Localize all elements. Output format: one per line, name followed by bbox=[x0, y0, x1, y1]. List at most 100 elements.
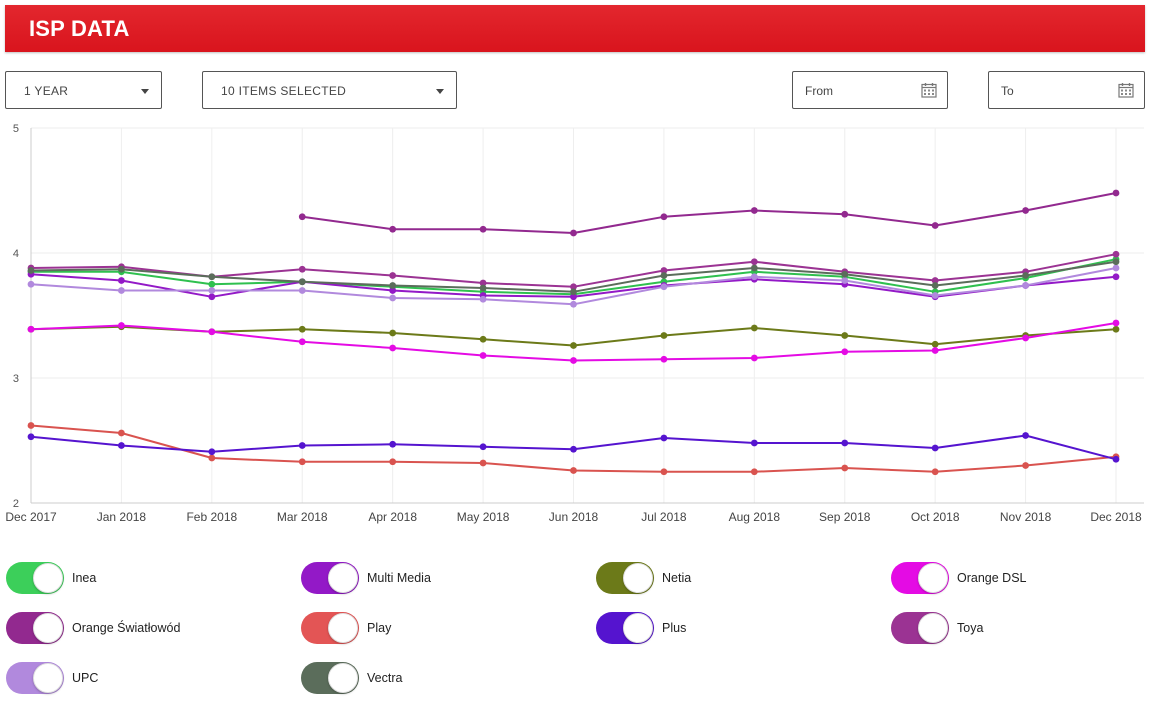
data-point-play bbox=[750, 468, 758, 476]
toggle-switch[interactable] bbox=[891, 612, 949, 644]
data-point-netia bbox=[389, 329, 397, 337]
legend-toggle-toya[interactable]: Toya bbox=[891, 612, 1131, 646]
calendar-icon[interactable] bbox=[921, 82, 937, 98]
data-point-orange-dsl bbox=[841, 348, 849, 356]
legend-label: Multi Media bbox=[367, 571, 431, 585]
page-title: ISP DATA bbox=[29, 16, 130, 41]
legend-toggle-play[interactable]: Play bbox=[301, 612, 541, 646]
data-point-plus bbox=[298, 442, 306, 449]
data-point-netia bbox=[841, 332, 849, 339]
x-tick-label: Jan 2018 bbox=[97, 510, 147, 524]
y-tick-label: 3 bbox=[13, 373, 19, 385]
data-point-vectra bbox=[389, 282, 397, 289]
data-point-vectra bbox=[1112, 258, 1120, 266]
legend-toggle-upc[interactable]: UPC bbox=[6, 662, 246, 696]
toggle-knob bbox=[623, 613, 653, 643]
data-point-toya bbox=[1112, 250, 1120, 258]
data-point-toya bbox=[931, 277, 939, 284]
items-select-value: 10 ITEMS SELECTED bbox=[221, 84, 347, 98]
toggle-knob bbox=[328, 663, 358, 693]
data-point-netia bbox=[660, 332, 668, 339]
data-point-multi-media bbox=[570, 293, 577, 301]
data-point-orange-wiat-ow-d bbox=[389, 225, 397, 233]
data-point-vectra bbox=[27, 267, 35, 274]
data-point-orange-dsl bbox=[118, 322, 125, 329]
toggle-switch[interactable] bbox=[6, 612, 64, 644]
data-point-orange-wiat-ow-d bbox=[1112, 189, 1120, 197]
legend-label: Plus bbox=[662, 621, 687, 635]
legend-toggle-plus[interactable]: Plus bbox=[596, 612, 836, 646]
legend-toggle-vectra[interactable]: Vectra bbox=[301, 662, 541, 696]
x-tick-label: Apr 2018 bbox=[368, 510, 417, 524]
legend-toggle-orange-wiat-ow-d[interactable]: Orange Światłowód bbox=[6, 612, 246, 646]
data-point-vectra bbox=[750, 264, 758, 272]
toggle-knob bbox=[33, 613, 63, 643]
legend-label: Orange Światłowód bbox=[72, 621, 181, 635]
data-point-plus bbox=[27, 433, 35, 441]
data-point-plus bbox=[750, 439, 758, 447]
data-point-orange-wiat-ow-d bbox=[298, 213, 306, 221]
data-point-play bbox=[298, 458, 306, 466]
toggle-knob bbox=[918, 563, 948, 593]
to-date-placeholder: To bbox=[1001, 84, 1014, 98]
toggle-switch[interactable] bbox=[6, 662, 64, 694]
toggle-knob bbox=[328, 563, 358, 593]
data-point-vectra bbox=[1022, 272, 1029, 279]
legend-label: Inea bbox=[72, 571, 97, 585]
data-point-vectra bbox=[298, 278, 306, 286]
series-line-orange-wiat-ow-d bbox=[302, 192, 1117, 234]
legend-label: Netia bbox=[662, 571, 692, 585]
toggle-knob bbox=[328, 613, 358, 643]
data-point-plus bbox=[208, 448, 216, 456]
data-point-upc bbox=[27, 280, 35, 288]
toggle-switch[interactable] bbox=[596, 562, 654, 594]
legend-toggle-orange-dsl[interactable]: Orange DSL bbox=[891, 562, 1131, 596]
data-point-plus bbox=[389, 440, 397, 448]
legend-label: Orange DSL bbox=[957, 571, 1027, 585]
from-date-placeholder: From bbox=[805, 84, 833, 98]
data-point-orange-dsl bbox=[750, 354, 758, 362]
data-point-vectra bbox=[931, 282, 939, 289]
data-point-toya bbox=[298, 265, 306, 273]
toggle-switch[interactable] bbox=[891, 562, 949, 594]
data-point-plus bbox=[931, 444, 939, 452]
data-point-netia bbox=[931, 340, 939, 348]
from-date-input[interactable]: From bbox=[792, 71, 948, 109]
legend-label: Vectra bbox=[367, 671, 403, 685]
data-point-upc bbox=[208, 287, 216, 294]
legend-toggle-multi-media[interactable]: Multi Media bbox=[301, 562, 541, 596]
data-point-upc bbox=[479, 295, 487, 303]
chevron-down-icon bbox=[141, 89, 149, 94]
to-date-input[interactable]: To bbox=[988, 71, 1145, 109]
data-point-orange-dsl bbox=[479, 352, 487, 359]
toggle-switch[interactable] bbox=[596, 612, 654, 644]
period-select[interactable]: 1 YEAR bbox=[5, 71, 162, 109]
legend-toggle-inea[interactable]: Inea bbox=[6, 562, 246, 596]
data-point-multi-media bbox=[208, 293, 216, 301]
data-point-plus bbox=[570, 445, 577, 453]
data-point-plus bbox=[841, 439, 849, 447]
data-point-upc bbox=[660, 283, 668, 291]
toggle-switch[interactable] bbox=[301, 562, 359, 594]
data-point-orange-wiat-ow-d bbox=[479, 225, 487, 233]
toggle-switch[interactable] bbox=[301, 612, 359, 644]
items-select[interactable]: 10 ITEMS SELECTED bbox=[202, 71, 457, 109]
legend-toggle-netia[interactable]: Netia bbox=[596, 562, 836, 596]
data-point-netia bbox=[298, 325, 306, 333]
calendar-icon[interactable] bbox=[1118, 82, 1134, 98]
data-point-vectra bbox=[570, 288, 577, 296]
y-tick-label: 5 bbox=[13, 123, 19, 135]
data-point-play bbox=[389, 458, 397, 466]
data-point-play bbox=[1022, 462, 1029, 469]
x-tick-label: Mar 2018 bbox=[277, 510, 328, 524]
data-point-upc bbox=[750, 273, 758, 281]
data-point-orange-wiat-ow-d bbox=[570, 229, 577, 237]
data-point-plus bbox=[1022, 432, 1029, 439]
toggle-switch[interactable] bbox=[301, 662, 359, 694]
x-tick-label: May 2018 bbox=[457, 510, 510, 524]
data-point-play bbox=[118, 429, 125, 437]
data-point-orange-dsl bbox=[570, 357, 577, 364]
data-point-orange-wiat-ow-d bbox=[931, 222, 939, 229]
period-select-value: 1 YEAR bbox=[24, 84, 69, 98]
toggle-switch[interactable] bbox=[6, 562, 64, 594]
